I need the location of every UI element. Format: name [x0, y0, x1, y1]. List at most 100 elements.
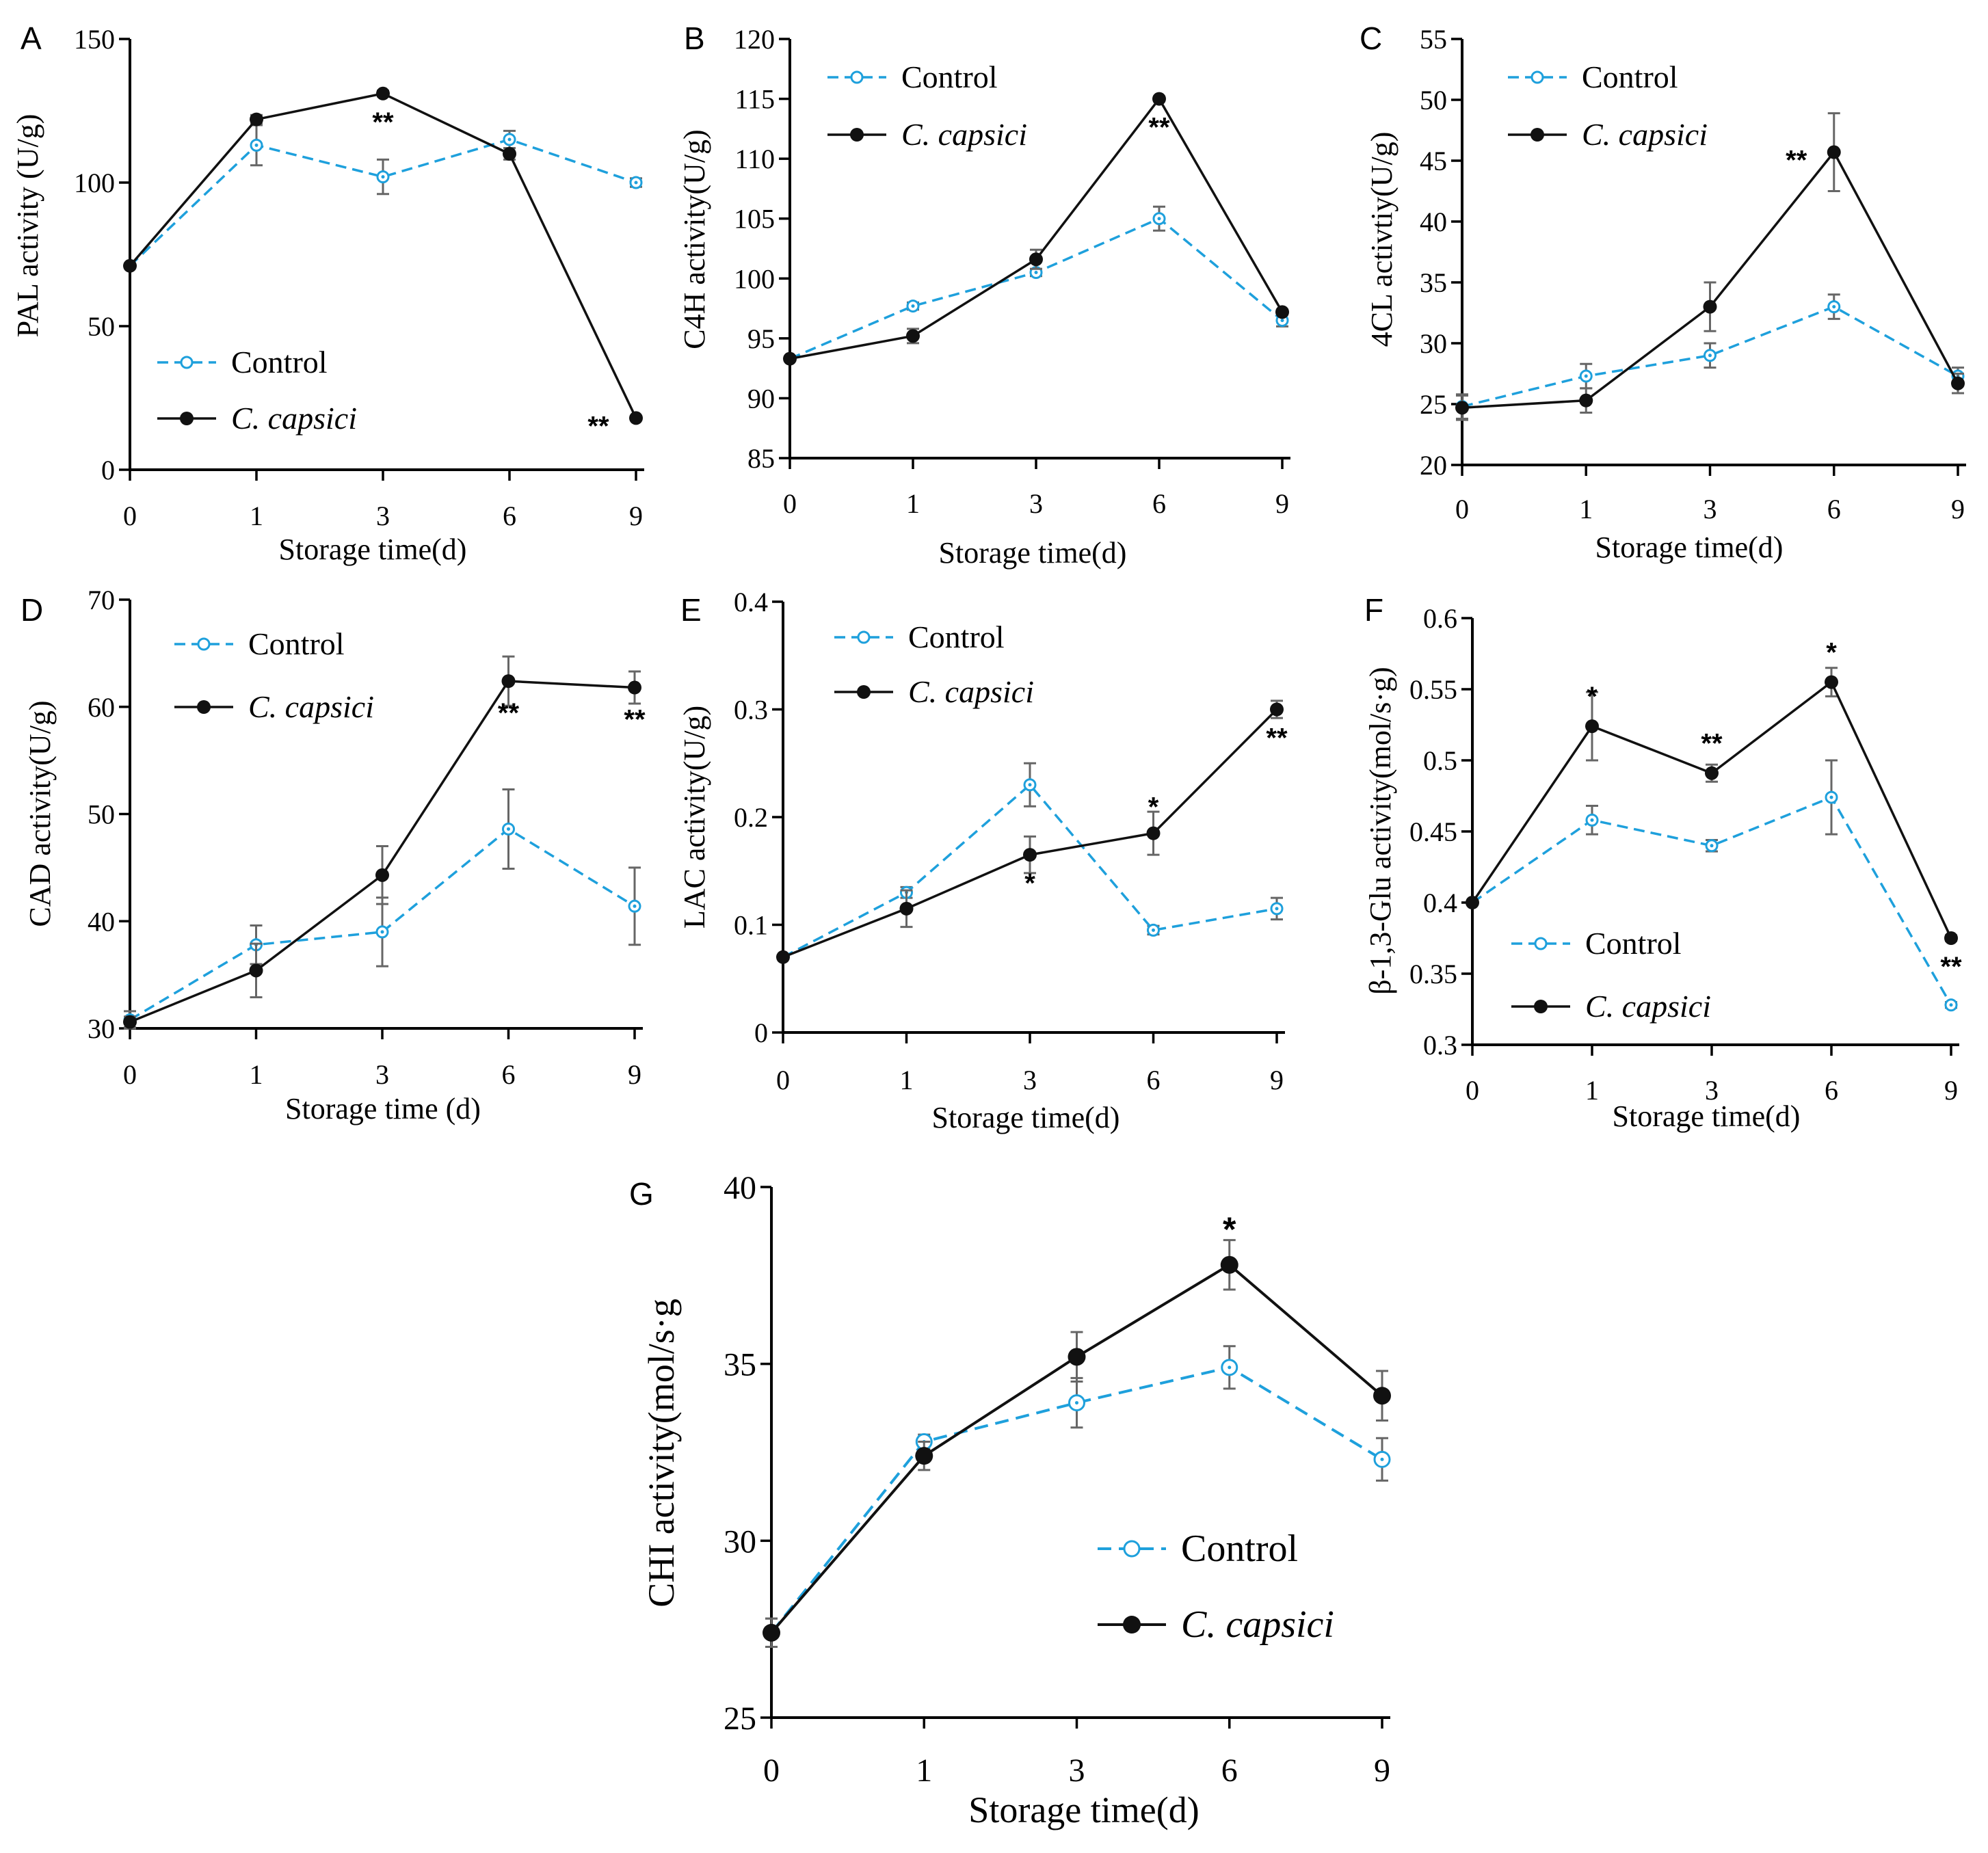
data-point-c-capsici: [1705, 766, 1719, 780]
y-tick-label: 0.4: [734, 587, 768, 617]
x-tick-label: 6: [503, 501, 516, 531]
y-tick-label: 20: [1420, 450, 1447, 481]
legend-label-control: Control: [901, 59, 998, 94]
data-point-c-capsici: [1455, 401, 1469, 415]
chart-panel-E: E 0 0.1 0.2 0.3 0.4 0 1 3 6 9 Storage time(d) LAC ac…: [678, 587, 1288, 1134]
data-point-c-capsici: [783, 351, 797, 366]
legend-marker-c-capsici: [1123, 1616, 1141, 1634]
significance-marker: **: [587, 411, 609, 441]
y-tick-label: 50: [88, 799, 115, 830]
significance-marker: *: [1826, 638, 1837, 668]
data-point-c-capsici: [503, 147, 516, 161]
panel-letter: A: [21, 21, 42, 56]
y-tick-label: 0.55: [1409, 674, 1457, 705]
series-control: [763, 1345, 1391, 1649]
x-tick-label: 0: [763, 1752, 780, 1789]
series-control: [123, 124, 643, 273]
legend-label-control: Control: [1181, 1528, 1298, 1570]
x-tick-label: 3: [1023, 1065, 1037, 1095]
data-point-center: [1380, 1457, 1384, 1461]
y-axis-title: CAD activity(U/g): [23, 700, 57, 926]
data-point-center: [634, 181, 638, 185]
legend-marker-c-capsici: [1534, 1000, 1548, 1013]
significance-marker: **: [1266, 723, 1288, 754]
y-tick-label: 40: [88, 906, 115, 937]
chart-panel-A: A 0 50 100 150 0 1 3 6 9 Storage time(d) PAL activi…: [11, 21, 644, 566]
x-tick-label: 3: [1029, 488, 1043, 519]
y-tick-label: 55: [1420, 24, 1447, 55]
x-axis-title: Storage time(d): [1613, 1099, 1801, 1133]
data-point-center: [1584, 374, 1588, 378]
x-tick-label: 6: [1825, 1075, 1838, 1106]
y-tick-label: 40: [724, 1170, 756, 1206]
data-point-c-capsici: [123, 1015, 137, 1029]
legend: Control C. capsici: [827, 59, 1027, 152]
legend-marker-control: [857, 630, 871, 644]
x-tick-label: 3: [1704, 494, 1717, 524]
x-tick-label: 0: [123, 501, 137, 531]
series-c-capsici: [123, 655, 641, 1029]
panel-letter: B: [684, 21, 705, 56]
data-point-c-capsici: [763, 1623, 780, 1642]
x-tick-label: 6: [1827, 494, 1841, 524]
y-tick-label: 90: [747, 383, 775, 414]
y-tick-label: 45: [1420, 146, 1447, 176]
legend-label-treated: C. capsici: [248, 689, 374, 724]
data-point-center: [1028, 783, 1032, 787]
x-tick-label: 1: [250, 1059, 263, 1090]
y-tick-label: 50: [88, 311, 115, 342]
series-line: [129, 138, 637, 267]
data-point-center: [380, 930, 384, 934]
y-axis-title: CHI activity(mol/s·g: [641, 1298, 682, 1607]
y-tick-label: 0.3: [1423, 1030, 1457, 1061]
y-axis-title: 4CL activtiy(U/g): [1365, 132, 1399, 347]
panel-letter: D: [21, 592, 43, 628]
x-tick-label: 9: [1374, 1752, 1390, 1789]
x-tick-label: 6: [502, 1059, 516, 1090]
y-tick-label: 30: [88, 1013, 115, 1044]
x-tick-label: 9: [1270, 1065, 1284, 1095]
data-point-center: [507, 137, 512, 142]
legend-label-control: Control: [1585, 926, 1682, 961]
series-line: [129, 92, 637, 419]
x-tick-label: 1: [1585, 1075, 1599, 1106]
significance-marker: *: [1148, 792, 1159, 823]
significance-marker: **: [1786, 146, 1807, 176]
legend: Control C. capsici: [1508, 59, 1708, 152]
y-axis-title: PAL activity (U/g): [11, 114, 44, 338]
y-axis-title: β-1,3-Glu activity(mol/s·g): [1364, 667, 1397, 994]
series-line: [770, 1365, 1383, 1634]
y-tick-label: 120: [734, 24, 775, 55]
y-tick-label: 30: [724, 1523, 756, 1560]
data-point-c-capsici: [1275, 305, 1289, 319]
data-point-c-capsici: [629, 411, 643, 425]
legend-label-control: Control: [248, 626, 345, 661]
chart-panel-G: G 25 30 35 40 0 1 3 6 9 Storage time(d) CHI activit…: [629, 1170, 1391, 1830]
significance-marker: *: [1587, 682, 1598, 712]
x-tick-label: 6: [1221, 1752, 1238, 1789]
legend-label-control: Control: [1582, 59, 1678, 94]
legend-label-treated: C. capsici: [908, 674, 1034, 709]
x-tick-label: 1: [250, 501, 263, 531]
x-tick-label: 3: [1069, 1752, 1085, 1789]
legend-marker-control: [850, 70, 864, 84]
panel-letter: C: [1360, 21, 1382, 56]
legend-label-treated: C. capsici: [231, 401, 357, 436]
chart-panel-F: F 0.3 0.35 0.4 0.45 0.5 0.55 0.6 0 1 3 6 9 Storage ti…: [1364, 592, 1962, 1133]
data-point-c-capsici: [1146, 826, 1161, 840]
y-tick-label: 0: [101, 455, 115, 485]
legend-marker-c-capsici: [857, 685, 871, 699]
x-tick-label: 1: [906, 488, 920, 519]
series-c-capsici: [763, 1239, 1391, 1649]
x-tick-label: 1: [900, 1065, 914, 1095]
legend-label-treated: C. capsici: [901, 117, 1027, 152]
y-tick-label: 0.35: [1409, 959, 1457, 989]
legend-marker-c-capsici: [180, 412, 194, 425]
data-point-center: [1157, 217, 1161, 221]
data-point-center: [1280, 319, 1284, 323]
y-tick-label: 70: [88, 585, 115, 615]
series-c-capsici: [1466, 667, 1958, 945]
series-c-capsici: [783, 92, 1289, 366]
legend: Control C. capsici: [834, 619, 1034, 709]
legend-marker-control: [197, 637, 211, 651]
